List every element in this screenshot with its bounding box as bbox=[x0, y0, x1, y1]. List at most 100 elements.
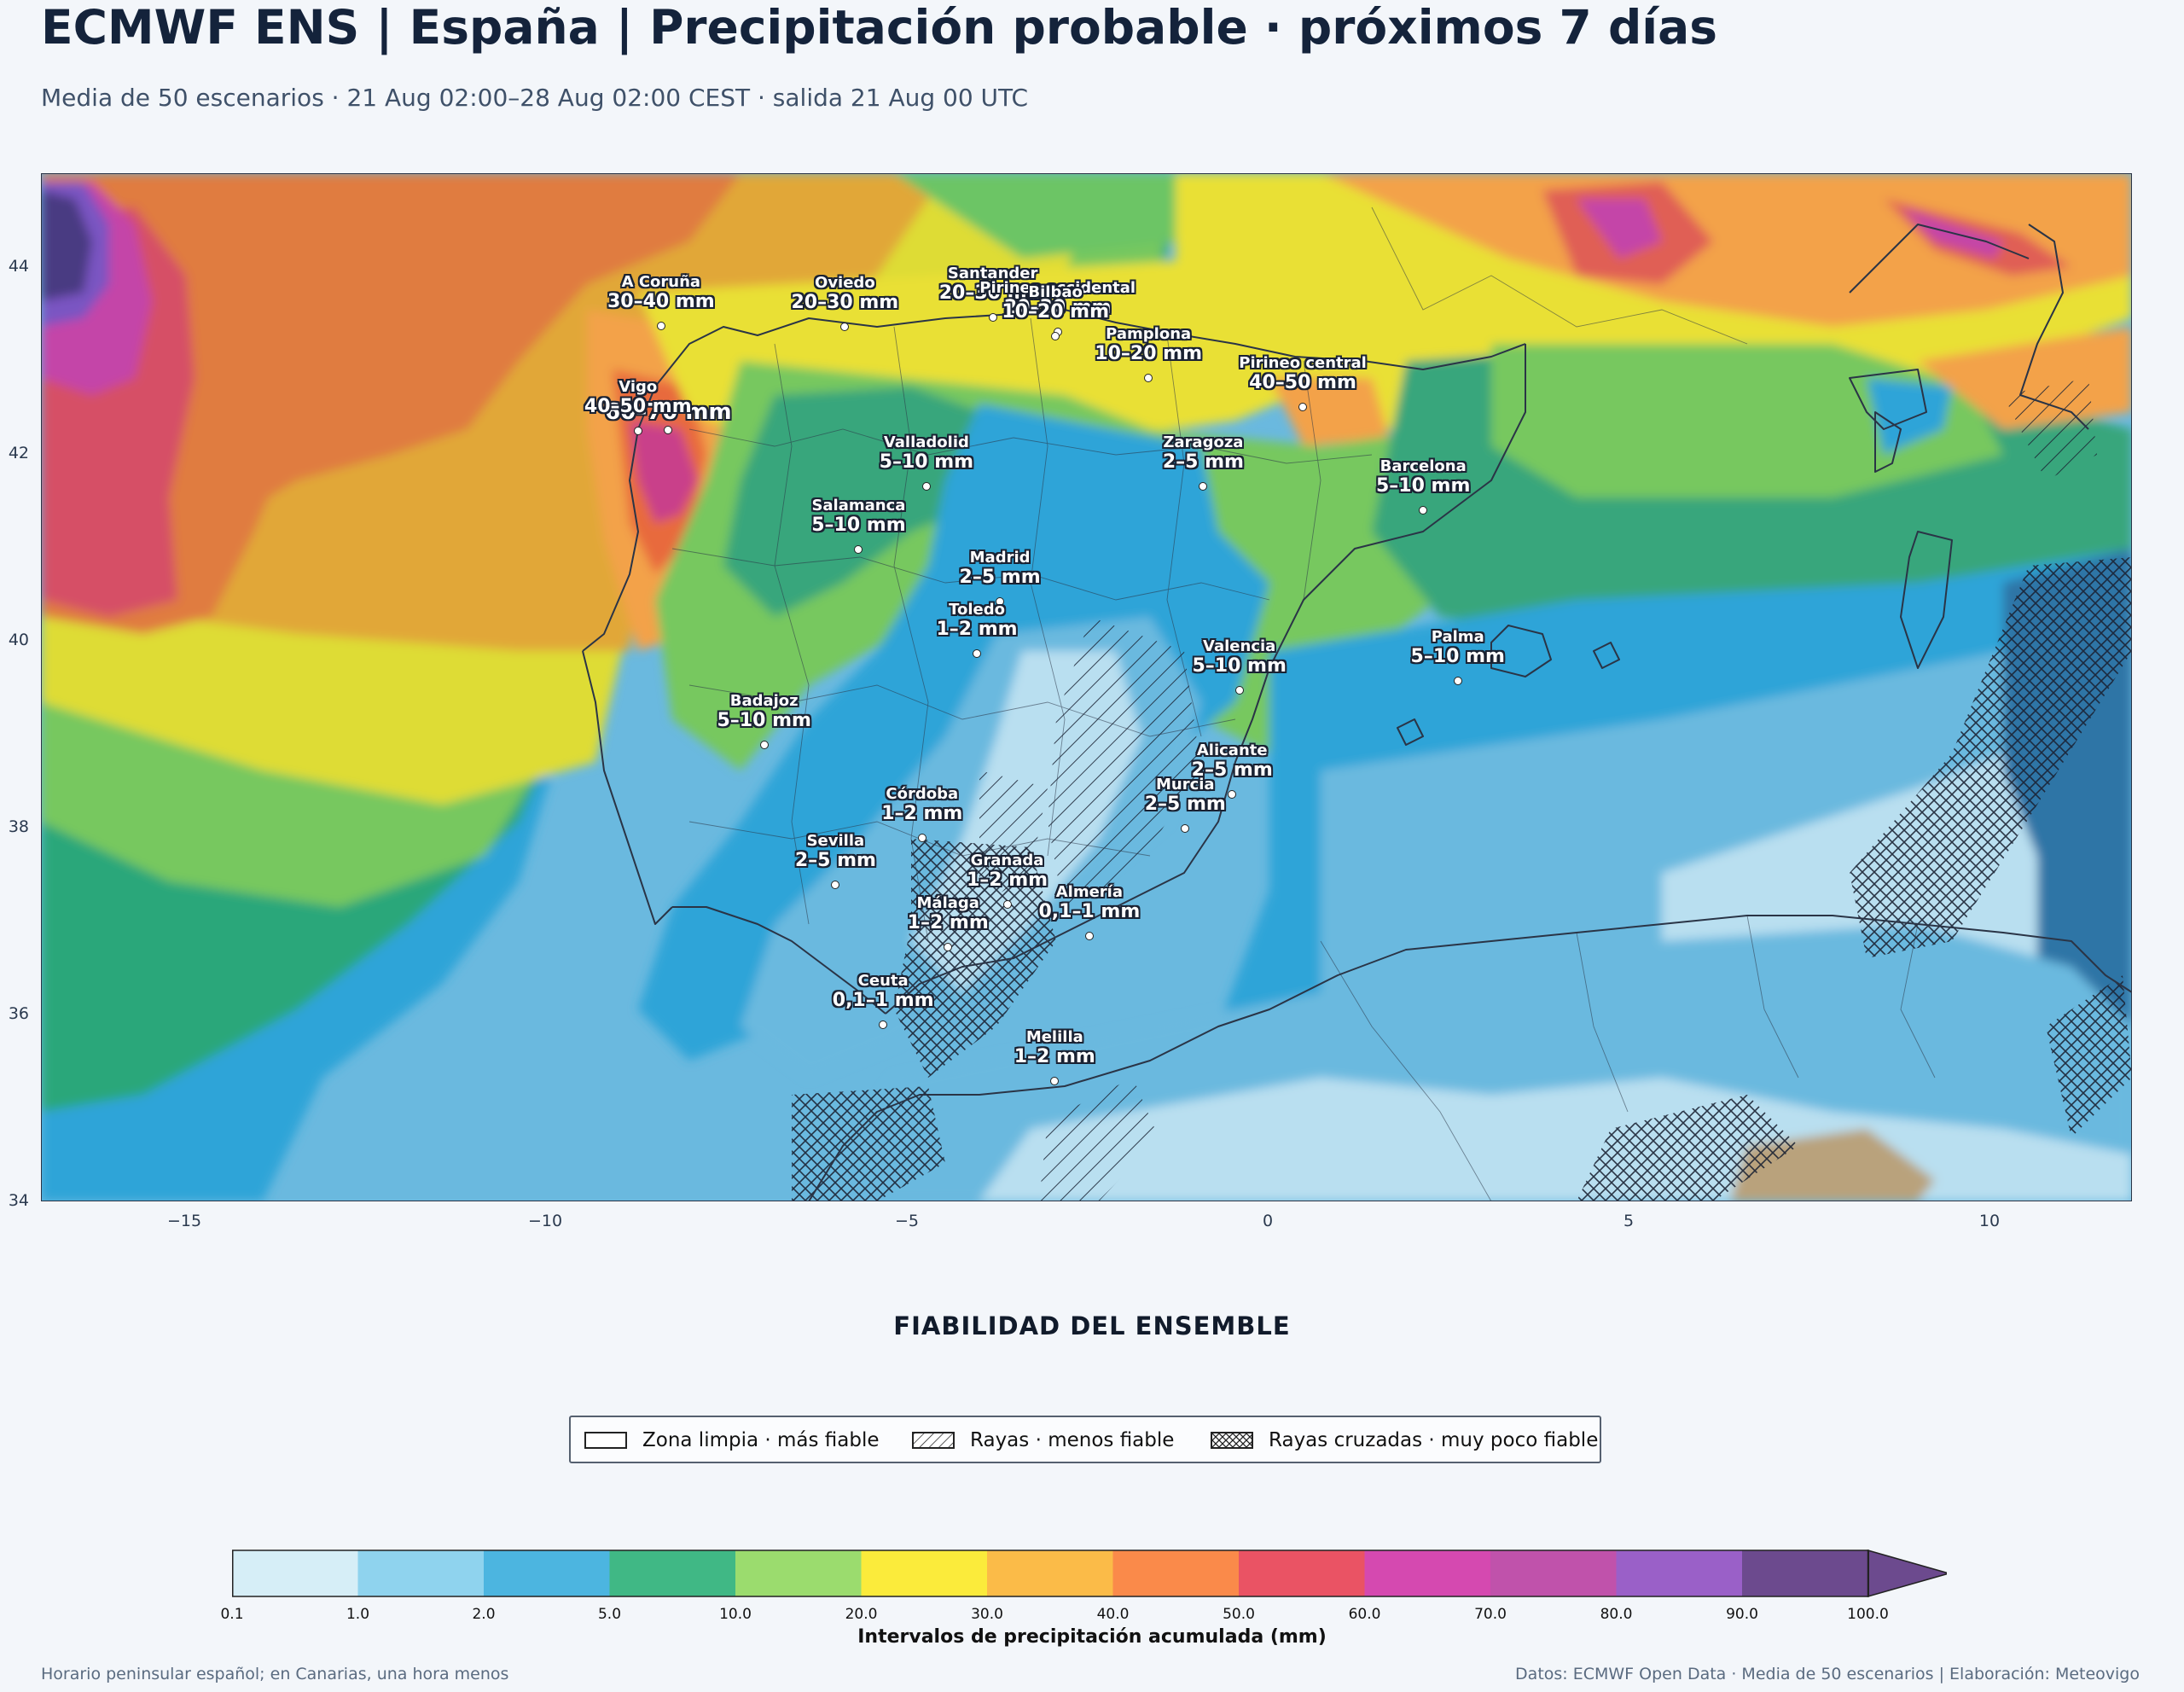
city-label: Granada 1–2 mm bbox=[967, 852, 1048, 891]
city-marker bbox=[1228, 790, 1237, 799]
city-label: A Coruña 30–40 mm bbox=[607, 273, 715, 312]
city-name: Vigo bbox=[619, 378, 658, 397]
city-name: Alicante bbox=[1196, 741, 1268, 760]
colorbar-tick-label: 5.0 bbox=[597, 1606, 622, 1623]
city-name: Pirineo central bbox=[1239, 353, 1367, 372]
city-marker bbox=[917, 833, 926, 842]
city-label: Toledo 1–2 mm bbox=[936, 601, 1017, 640]
colorbar-tick-label: 0.1 bbox=[220, 1606, 244, 1623]
city-name: Ceuta bbox=[857, 971, 909, 990]
city-value: 10–20 mm bbox=[1002, 300, 1110, 323]
city-value: 1–2 mm bbox=[936, 619, 1018, 641]
city-marker bbox=[1453, 676, 1462, 685]
reliability-title: FIABILIDAD DEL ENSEMBLE bbox=[893, 1311, 1291, 1340]
colorbar-tick-label: 90.0 bbox=[1726, 1606, 1758, 1623]
city-value: 20–30 mm bbox=[1003, 297, 1112, 319]
y-tick-label: 36 bbox=[8, 1004, 29, 1023]
y-tick-label: 42 bbox=[8, 444, 29, 462]
city-label: Valladolid 5–10 mm bbox=[880, 433, 973, 473]
city-value: 1–2 mm bbox=[1014, 1045, 1095, 1067]
colorbar-segment bbox=[232, 1550, 358, 1596]
city-label: Sevilla 2–5 mm bbox=[795, 832, 876, 871]
city-name: Zaragoza bbox=[1163, 433, 1244, 451]
legend-label: Rayas cruzadas · muy poco fiable bbox=[1269, 1429, 1599, 1451]
x-tick-label: 10 bbox=[1978, 1212, 2001, 1230]
city-marker bbox=[1234, 685, 1244, 695]
colorbar-segment bbox=[987, 1550, 1113, 1596]
city-name: Palma bbox=[1431, 627, 1484, 646]
city-marker bbox=[664, 426, 673, 435]
colorbar-tick-label: 80.0 bbox=[1600, 1606, 1633, 1623]
y-tick-label: 34 bbox=[8, 1191, 29, 1210]
legend-label: Zona limpia · más fiable bbox=[642, 1429, 880, 1451]
clean-swatch-icon bbox=[584, 1432, 627, 1449]
city-label: Zaragoza 2–5 mm bbox=[1163, 433, 1244, 473]
city-label: Ceuta 0,1–1 mm bbox=[833, 972, 934, 1011]
colorbar-segment bbox=[861, 1550, 988, 1596]
city-marker bbox=[1002, 899, 1012, 909]
city-value: 10–20 mm bbox=[1095, 342, 1203, 364]
city-label: Pirineo central 40–50 mm bbox=[1239, 354, 1367, 393]
reliability-legend: Zona limpia · más fiable Rayas · menos f… bbox=[569, 1416, 1601, 1463]
city-name: Bilbao bbox=[1028, 282, 1083, 301]
city-label: Salamanca 5–10 mm bbox=[811, 497, 905, 536]
city-value: 5–10 mm bbox=[879, 451, 974, 473]
city-value: 1–2 mm bbox=[966, 869, 1048, 891]
city-value: 2–5 mm bbox=[1144, 793, 1226, 815]
precipitation-map bbox=[41, 173, 2132, 1201]
city-value: 5–10 mm bbox=[811, 515, 906, 537]
x-tick-label: −15 bbox=[166, 1212, 202, 1230]
city-label: Alicante 2–5 mm bbox=[1192, 741, 1273, 781]
city-name: Santander bbox=[947, 264, 1038, 282]
city-label: Valencia 5–10 mm bbox=[1192, 637, 1286, 677]
city-value: 5–10 mm bbox=[1192, 654, 1287, 677]
city-marker bbox=[1051, 331, 1060, 340]
colorbar-tick-label: 1.0 bbox=[346, 1606, 370, 1623]
colorbar-tick-label: 20.0 bbox=[845, 1606, 878, 1623]
legend-item-clean: Zona limpia · más fiable bbox=[584, 1428, 880, 1452]
city-name: Oviedo bbox=[815, 273, 875, 292]
city-marker bbox=[996, 596, 1005, 606]
legend-item-crosshatch: Rayas cruzadas · muy poco fiable bbox=[1211, 1428, 1598, 1452]
footer-credits: Datos: ECMWF Open Data · Media de 50 esc… bbox=[1515, 1665, 2140, 1683]
city-name: Sevilla bbox=[806, 831, 865, 850]
page-subtitle: Media de 50 escenarios · 21 Aug 02:00–28… bbox=[41, 84, 1029, 112]
colorbar-tick-label: 50.0 bbox=[1223, 1606, 1255, 1623]
city-name: Pamplona bbox=[1106, 324, 1192, 343]
city-name: Pirineo occidental bbox=[979, 279, 1136, 298]
city-label: Barcelona 5–10 mm bbox=[1376, 457, 1470, 497]
colorbar-tick-label: 10.0 bbox=[719, 1606, 752, 1623]
city-marker bbox=[1181, 823, 1190, 833]
colorbar-segment bbox=[1616, 1550, 1743, 1596]
city-name: Barcelona bbox=[1380, 457, 1467, 476]
city-label: Bilbao 10–20 mm bbox=[1002, 283, 1109, 323]
city-name: Valencia bbox=[1203, 637, 1276, 655]
city-name: Granada bbox=[970, 851, 1044, 869]
city-value: 0,1–1 mm bbox=[832, 989, 934, 1011]
colorbar-tick-label: 40.0 bbox=[1096, 1606, 1130, 1623]
city-value: 20–30 mm bbox=[938, 282, 1047, 304]
city-name: Córdoba bbox=[886, 784, 959, 803]
colorbar-tick-label: 70.0 bbox=[1474, 1606, 1507, 1623]
city-marker bbox=[1050, 1076, 1060, 1085]
crosshatch-swatch-icon bbox=[1211, 1432, 1253, 1449]
city-marker bbox=[944, 943, 953, 952]
city-marker bbox=[656, 321, 665, 330]
colorbar-segment bbox=[484, 1550, 610, 1596]
city-label: Pirineo occidental 20–30 mm bbox=[979, 279, 1136, 318]
city-marker bbox=[921, 481, 931, 491]
legend-item-hatch: Rayas · menos fiable bbox=[912, 1428, 1174, 1452]
city-marker bbox=[973, 649, 982, 659]
city-value: 40–50 mm bbox=[1249, 371, 1356, 393]
city-value: 5–10 mm bbox=[1410, 645, 1505, 667]
colorbar-segment bbox=[1364, 1550, 1491, 1596]
city-value: 1–2 mm bbox=[881, 802, 963, 824]
colorbar-segment bbox=[1490, 1550, 1617, 1596]
page-title: ECMWF ENS | España | Precipitación proba… bbox=[41, 0, 1718, 55]
city-value: 30–40 mm bbox=[607, 290, 715, 312]
city-label: Oviedo 20–30 mm bbox=[791, 274, 898, 313]
colorbar-segment bbox=[1742, 1550, 1868, 1596]
city-label: Almería 0,1–1 mm bbox=[1038, 883, 1140, 922]
city-value: 2–5 mm bbox=[1162, 451, 1244, 473]
city-label: Palma 5–10 mm bbox=[1411, 628, 1505, 667]
